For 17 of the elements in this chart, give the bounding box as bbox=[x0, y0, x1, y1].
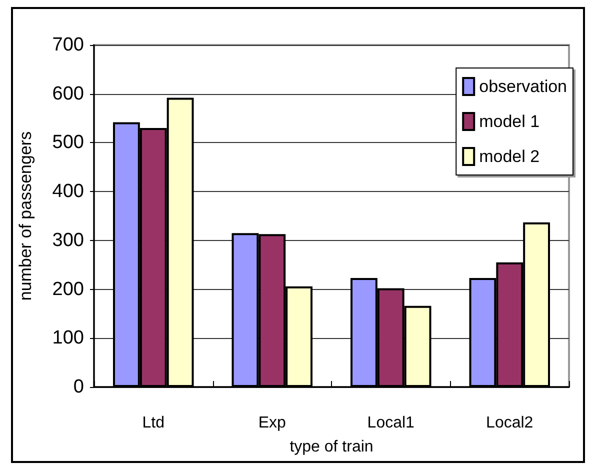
y-tick-label: 200 bbox=[52, 278, 84, 300]
y-tick-label: 400 bbox=[52, 181, 84, 202]
legend-label: observation bbox=[479, 77, 567, 96]
x-tick-label: Ltd bbox=[142, 414, 164, 432]
y-tick-label: 0 bbox=[73, 376, 84, 398]
legend-label: model 2 bbox=[479, 147, 540, 166]
x-tick-label: Local2 bbox=[486, 414, 534, 432]
y-tick-label: 300 bbox=[52, 230, 84, 251]
y-tick-label: 600 bbox=[52, 83, 84, 104]
y-tick-label: 500 bbox=[52, 132, 84, 154]
x-tick-label: Exp bbox=[258, 414, 286, 432]
y-axis-title: number of passengers bbox=[16, 131, 35, 301]
y-tick-label: 100 bbox=[52, 328, 84, 349]
x-tick-label: Local1 bbox=[367, 414, 415, 432]
x-axis-title: type of train bbox=[290, 438, 374, 456]
y-tick-label: 700 bbox=[52, 34, 84, 56]
legend-label: model 1 bbox=[479, 112, 540, 131]
